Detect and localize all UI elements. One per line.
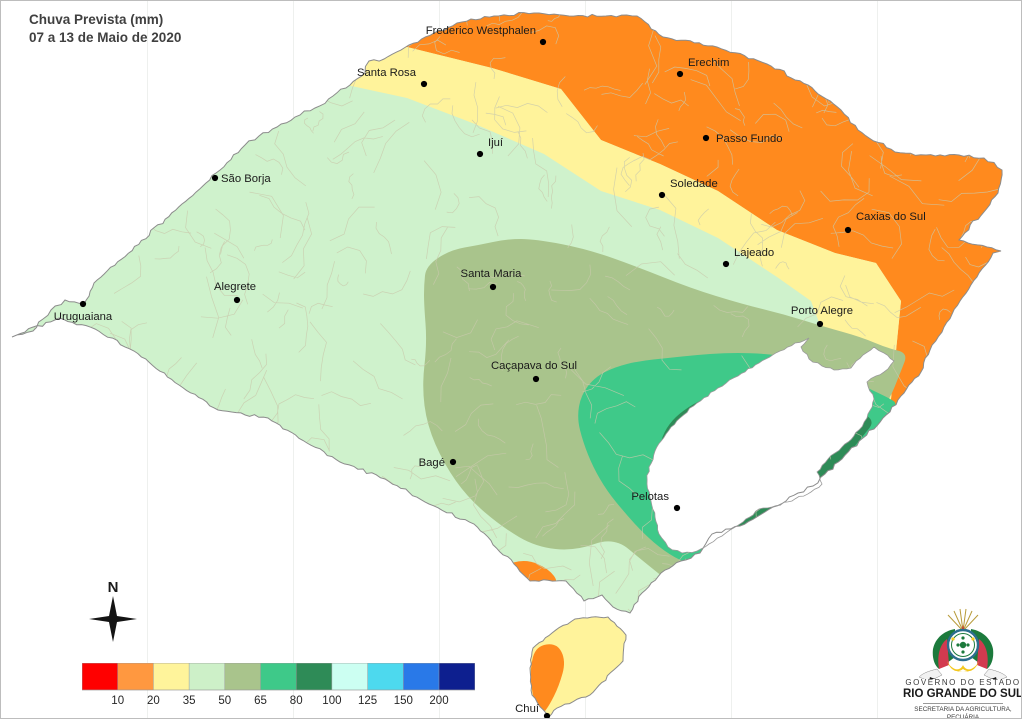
svg-text:Ijuí: Ijuí: [488, 137, 504, 149]
svg-text:Chuí: Chuí: [515, 703, 540, 715]
svg-text:Alegrete: Alegrete: [214, 281, 256, 293]
svg-text:Lajeado: Lajeado: [734, 247, 774, 259]
svg-text:São Borja: São Borja: [221, 173, 271, 185]
svg-text:Frederico Westphalen: Frederico Westphalen: [426, 25, 536, 37]
svg-text:Soledade: Soledade: [670, 178, 718, 190]
svg-text:Pelotas: Pelotas: [631, 491, 669, 503]
svg-text:Erechim: Erechim: [688, 57, 729, 69]
svg-text:Caxias do Sul: Caxias do Sul: [856, 211, 926, 223]
svg-text:Uruguaiana: Uruguaiana: [54, 311, 113, 323]
svg-text:Bagé: Bagé: [419, 457, 445, 469]
svg-text:Santa Rosa: Santa Rosa: [357, 67, 417, 79]
svg-text:Santa Maria: Santa Maria: [461, 268, 523, 280]
svg-text:Caçapava do Sul: Caçapava do Sul: [491, 360, 577, 372]
svg-text:Porto Alegre: Porto Alegre: [791, 305, 853, 317]
svg-text:Passo Fundo: Passo Fundo: [716, 133, 783, 145]
